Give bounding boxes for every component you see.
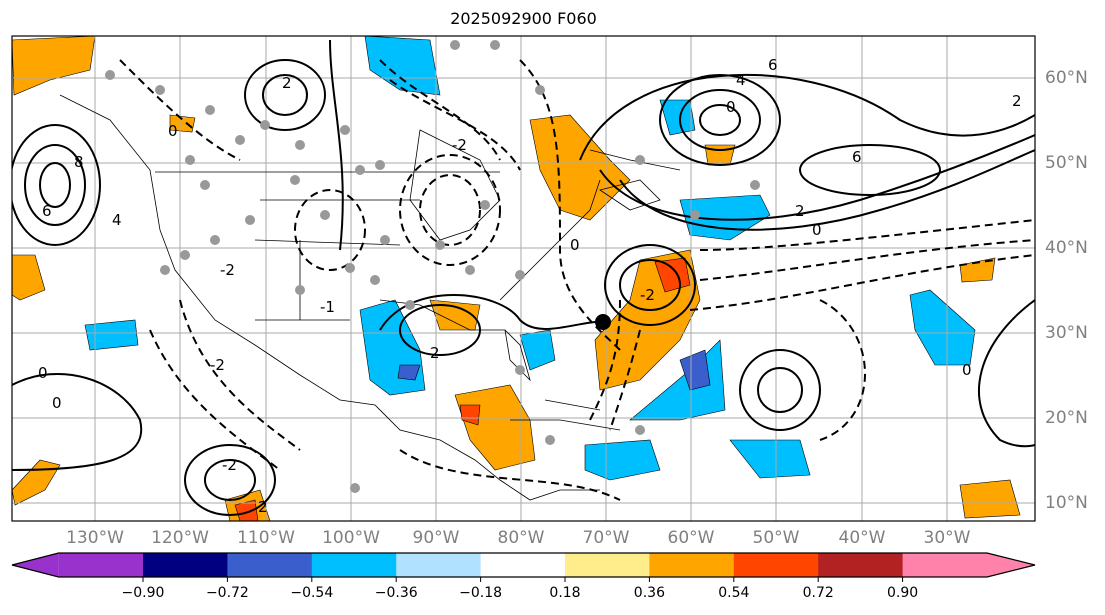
svg-text:2: 2 [282,74,292,92]
svg-text:0: 0 [726,98,736,116]
shaded-regions [12,36,1021,521]
colorbar-outline [11,552,1036,578]
lon-label: 120°W [151,528,209,548]
colorbar-tick-label: −0.90 [121,585,165,601]
svg-text:0: 0 [52,394,62,412]
lon-label: 40°W [838,528,886,548]
colorbar-tick-label: 0.90 [887,585,919,601]
storm-center-marker [595,314,611,330]
lon-label: 70°W [582,528,630,548]
svg-text:2: 2 [430,344,440,362]
colorbar-segment [311,553,397,577]
svg-text:-1: -1 [320,298,335,316]
colorbar-tick-label: −0.72 [205,585,249,601]
lon-label: 60°W [667,528,715,548]
lat-label: 60°N [1045,68,1088,88]
lon-label: 90°W [412,528,460,548]
svg-text:-2: -2 [222,456,237,474]
figure-title: 2025092900 F060 [450,9,597,28]
dashed-contours [119,59,1035,501]
lat-label: 40°N [1045,238,1088,258]
svg-text:0: 0 [812,221,822,239]
lon-label: 130°W [66,528,124,548]
lon-label: 110°W [237,528,295,548]
lat-label: 50°N [1045,153,1088,173]
colorbar-tick-label: −0.18 [459,585,503,601]
svg-text:0: 0 [168,122,178,140]
colorbar-segment [902,553,987,577]
lat-label: 30°N [1045,323,1088,343]
svg-text:-2: -2 [210,356,225,374]
svg-text:0: 0 [570,236,580,254]
svg-text:0: 0 [38,364,48,382]
colorbar-segment [143,553,228,577]
colorbar-tick-label: −0.36 [374,585,418,601]
solid-contours [12,39,1035,516]
svg-text:-2: -2 [452,136,467,154]
colorbar-tick-label: 0.72 [802,585,834,601]
svg-text:4: 4 [736,71,746,89]
svg-text:6: 6 [768,56,778,74]
lon-label: 80°W [497,528,545,548]
svg-text:0: 0 [962,361,972,379]
map-frame [11,35,1036,522]
colorbar-tick-label: 0.54 [718,585,750,601]
colorbar-extend-low [12,553,59,577]
colorbar-segment [818,553,904,577]
svg-text:6: 6 [852,148,862,166]
svg-text:-2: -2 [220,261,235,279]
svg-text:2: 2 [795,202,805,220]
svg-text:8: 8 [74,153,84,171]
colorbar-extend-high [987,553,1035,577]
contour-labels: 8 6 4 2 0 -2 -2 2 0 6 6 4 0 2 0 -2 2 0 0… [38,56,1022,516]
station-dots [105,40,760,493]
colorbar-segment [58,553,143,577]
graticule [12,36,1035,521]
colorbar [11,552,1036,582]
colorbar-tick-label: −0.54 [290,585,334,601]
colorbar-tick-label: 0.18 [549,585,581,601]
colorbar-segment [649,553,735,577]
colorbar-segment [733,553,819,577]
colorbar-segment [227,553,313,577]
lat-label: 20°N [1045,408,1088,428]
lat-label: 10°N [1045,493,1088,513]
svg-text:4: 4 [112,211,122,229]
lon-label: 100°W [322,528,380,548]
lon-label: 30°W [923,528,971,548]
svg-text:-2: -2 [640,286,655,304]
svg-text:2: 2 [1012,92,1022,110]
svg-text:2: 2 [258,498,268,516]
colorbar-tick-label: 0.36 [633,585,665,601]
map-area: 8 6 4 2 0 -2 -2 2 0 6 6 4 0 2 0 -2 2 0 0… [12,36,1035,521]
colorbar-segment [480,553,566,577]
svg-text:6: 6 [42,202,52,220]
colorbar-segment [396,553,482,577]
lon-label: 50°W [752,528,800,548]
colorbar-segment [565,553,650,577]
